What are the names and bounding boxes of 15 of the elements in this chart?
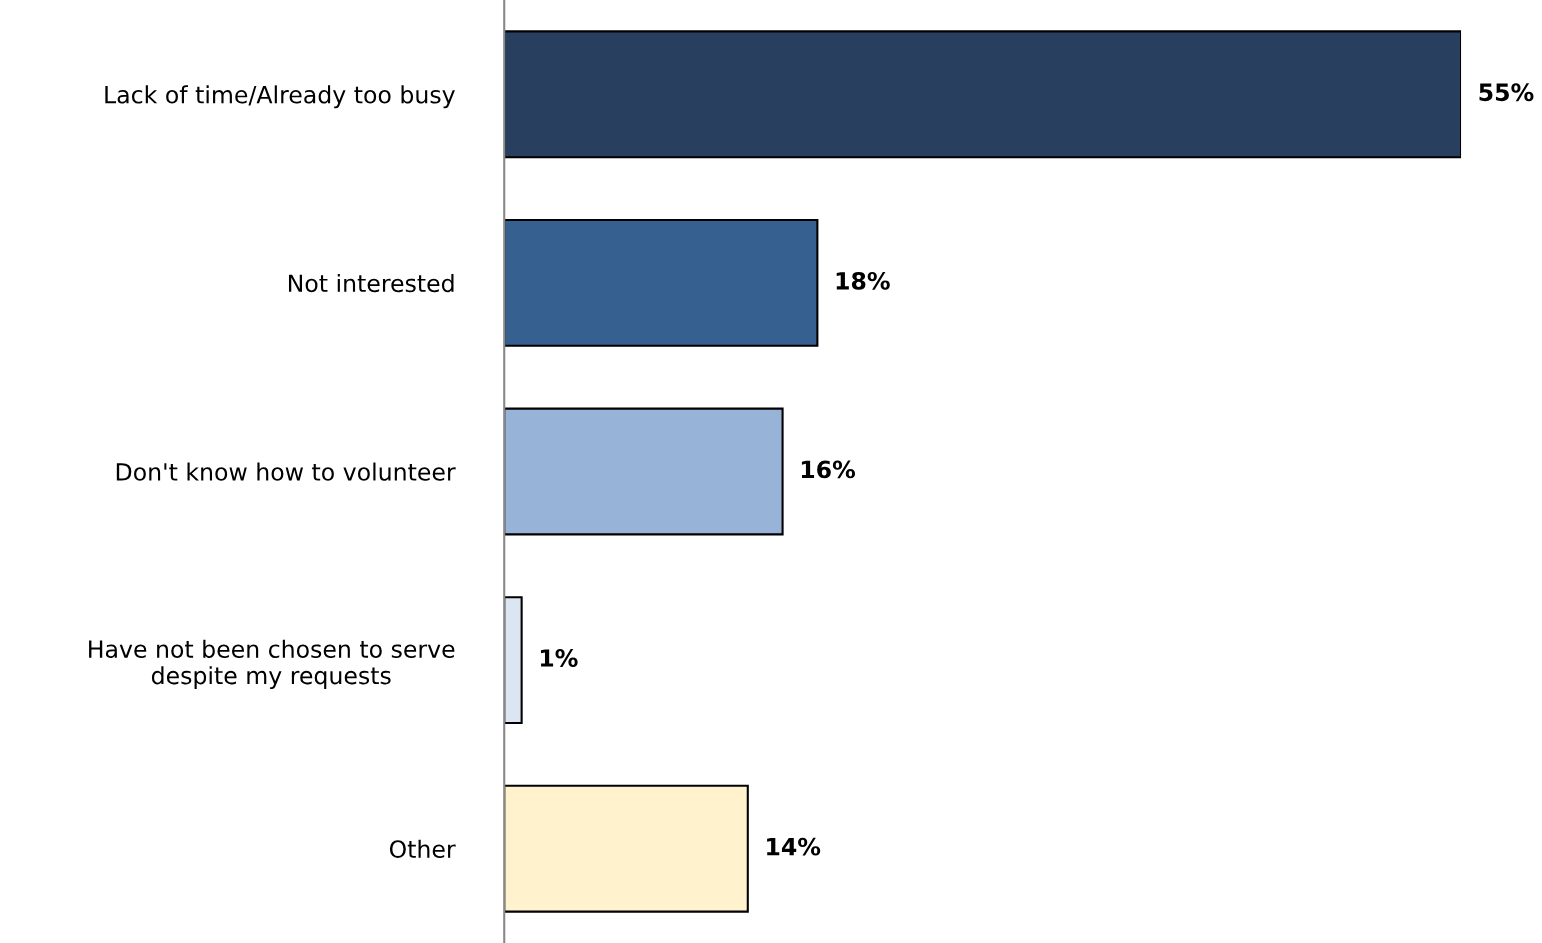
data-label: 18% [836,271,890,290]
y-tick-label: Don't know how to volunteer [116,462,456,481]
data-label: 55% [1479,83,1534,102]
y-tick-label: Not interested [288,273,454,293]
bar [504,407,784,536]
data-label: 1% [540,649,578,667]
y-tick-label: Have not been chosen to serve despite my requests [89,639,455,689]
y-tick-label: Lack of time/Already too busy [105,85,455,109]
data-label: 16% [801,460,856,479]
data-label: 14% [767,837,821,856]
bar [504,30,1462,159]
bar [504,596,523,725]
bar [504,784,749,913]
bar [504,218,819,347]
y-tick-label: Other [389,839,456,859]
